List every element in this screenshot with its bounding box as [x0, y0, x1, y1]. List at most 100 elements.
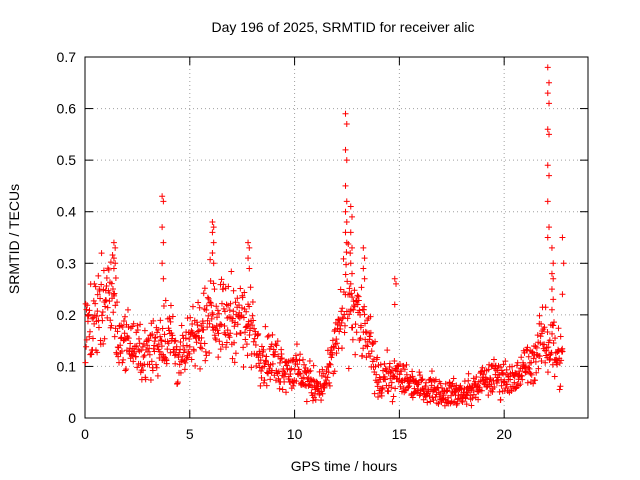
data-point: [103, 274, 110, 281]
data-point: [333, 340, 340, 347]
data-point: [278, 355, 285, 362]
data-point: [264, 333, 271, 340]
data-point: [149, 331, 156, 338]
data-point: [228, 268, 235, 275]
data-point: [558, 357, 565, 364]
data-point: [90, 297, 97, 304]
data-point: [342, 182, 349, 189]
data-point: [556, 386, 563, 393]
data-point: [188, 327, 195, 334]
data-point: [137, 321, 144, 328]
data-point: [217, 321, 224, 328]
data-point: [420, 396, 427, 403]
data-point: [325, 369, 332, 376]
data-point: [222, 331, 229, 338]
data-point: [400, 362, 407, 369]
data-point: [393, 280, 400, 287]
data-point: [109, 251, 116, 258]
data-point: [352, 321, 359, 328]
data-point: [203, 307, 210, 314]
data-point: [375, 394, 382, 401]
data-point: [329, 337, 336, 344]
data-point: [86, 307, 93, 314]
data-point: [409, 373, 416, 380]
data-point: [255, 360, 262, 367]
y-tick-label: 0: [68, 410, 76, 426]
data-point: [243, 308, 250, 315]
data-point: [230, 308, 237, 315]
data-point: [249, 312, 256, 319]
data-point: [391, 275, 398, 282]
data-point: [288, 365, 295, 372]
data-point: [303, 398, 310, 405]
data-point: [206, 350, 213, 357]
data-point: [481, 380, 488, 387]
data-point: [226, 334, 233, 341]
data-point: [249, 299, 256, 306]
data-point: [551, 373, 558, 380]
data-point: [145, 337, 152, 344]
data-point: [220, 305, 227, 312]
data-point: [115, 353, 122, 360]
data-point: [417, 372, 424, 379]
data-point: [200, 290, 207, 297]
data-point: [179, 353, 186, 360]
data-point: [546, 131, 553, 138]
data-point: [557, 383, 564, 390]
data-point: [487, 376, 494, 383]
data-point: [194, 328, 201, 335]
data-point: [345, 240, 352, 247]
data-point: [337, 325, 344, 332]
data-point: [299, 356, 306, 363]
data-point: [498, 382, 505, 389]
data-point: [502, 358, 509, 365]
data-point: [82, 359, 89, 366]
data-point: [542, 304, 549, 311]
data-point: [532, 358, 539, 365]
data-point: [541, 341, 548, 348]
data-point: [488, 381, 495, 388]
data-point: [89, 315, 96, 322]
data-point: [559, 348, 566, 355]
data-point: [349, 244, 356, 251]
data-point: [329, 351, 336, 358]
data-point: [96, 287, 103, 294]
data-point: [307, 367, 314, 374]
data-point: [177, 346, 184, 353]
data-point: [148, 358, 155, 365]
data-point: [346, 311, 353, 318]
data-point: [256, 350, 263, 357]
data-point: [326, 360, 333, 367]
data-point: [210, 260, 217, 267]
data-point: [546, 100, 553, 107]
data-point: [151, 348, 158, 355]
data-point: [549, 330, 556, 337]
data-point: [265, 332, 272, 339]
data-point: [550, 339, 557, 346]
data-point: [537, 340, 544, 347]
data-point: [178, 358, 185, 365]
data-point: [242, 336, 249, 343]
data-point: [251, 335, 258, 342]
y-tick-label: 0.4: [57, 204, 77, 220]
data-point: [372, 363, 379, 370]
data-point: [333, 350, 340, 357]
data-point: [546, 79, 553, 86]
x-tick-label: 5: [186, 426, 194, 442]
data-point: [526, 365, 533, 372]
data-point: [518, 354, 525, 361]
data-point: [275, 353, 282, 360]
data-point: [542, 359, 549, 366]
data-point: [479, 364, 486, 371]
data-point: [391, 358, 398, 365]
data-point: [213, 322, 220, 329]
data-point: [551, 319, 558, 326]
data-point: [204, 294, 211, 301]
data-point: [359, 352, 366, 359]
data-point: [244, 352, 251, 359]
data-point: [200, 320, 207, 327]
data-point: [206, 299, 213, 306]
data-point: [161, 354, 168, 361]
data-point: [480, 371, 487, 378]
data-point: [252, 341, 259, 348]
